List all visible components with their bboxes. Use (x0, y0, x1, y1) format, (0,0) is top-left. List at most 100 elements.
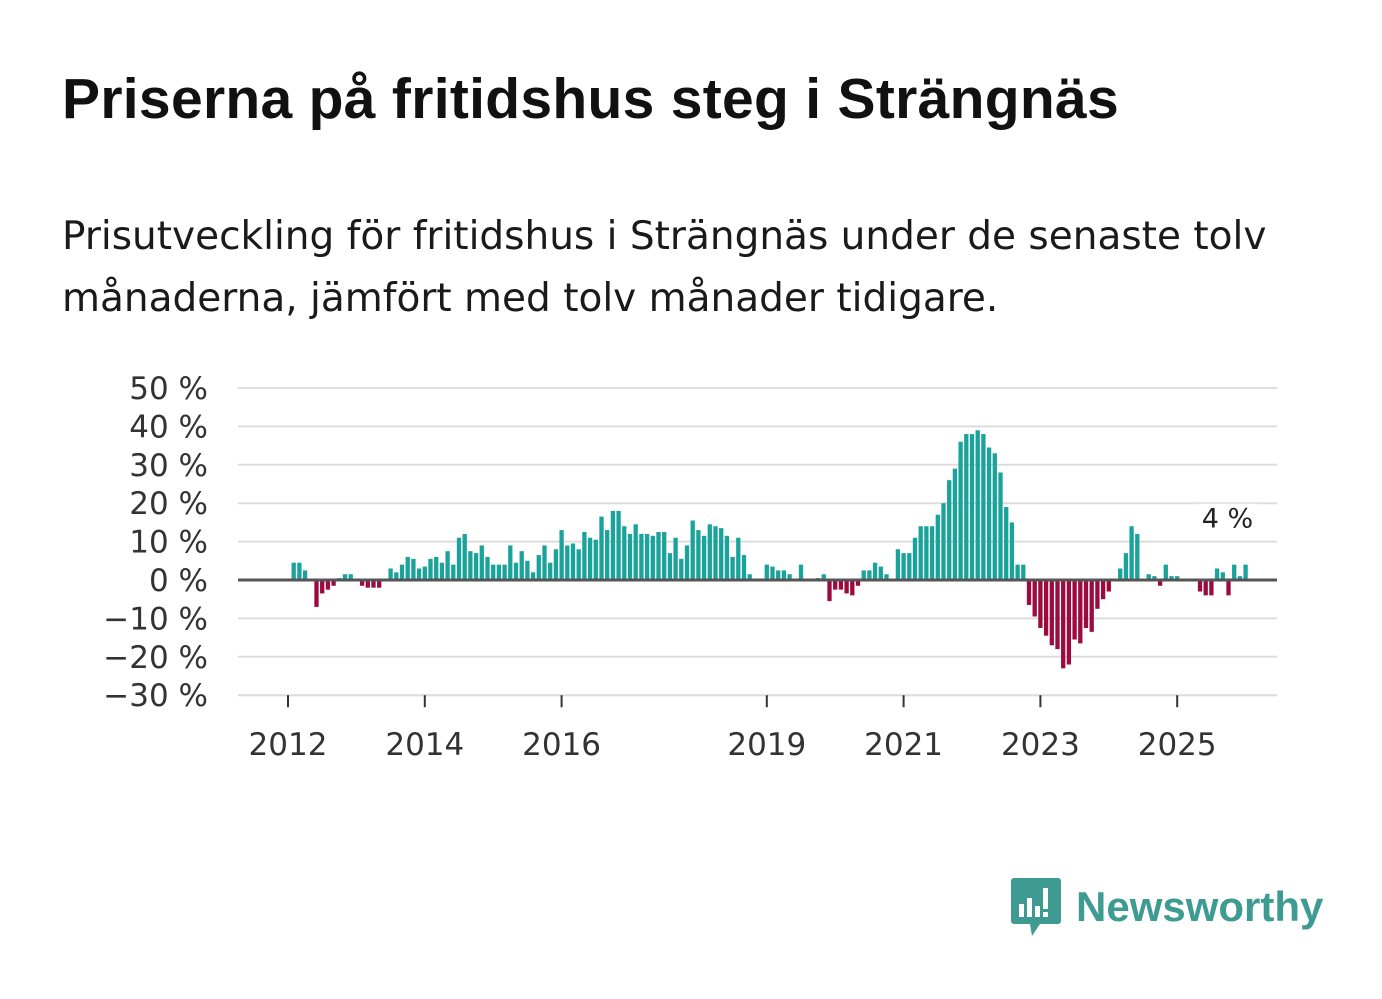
bar (639, 533, 644, 580)
bar (1078, 580, 1083, 644)
bar (348, 574, 353, 580)
bar (924, 526, 929, 580)
bar (1021, 564, 1026, 580)
bar (365, 580, 370, 588)
bar (679, 558, 684, 580)
bar (907, 553, 912, 580)
y-axis-ticks: 50 %40 %30 %20 %10 %0 %−10 %−20 %−30 % (103, 371, 208, 714)
y-tick-label: 50 % (129, 371, 208, 407)
bar (981, 434, 986, 580)
bar (1129, 526, 1134, 580)
bar (485, 556, 490, 580)
bar (650, 535, 655, 580)
chart-title: Priserna på fritidshus steg i Strängnäs (62, 67, 1119, 131)
bar (599, 516, 604, 580)
bar (291, 562, 296, 580)
bar (331, 580, 336, 586)
bar (1175, 576, 1180, 580)
bar (941, 503, 946, 580)
bar (724, 535, 730, 580)
x-tick-label: 2023 (1001, 727, 1080, 763)
bar (530, 572, 536, 580)
gridlines (238, 387, 1277, 697)
bar (451, 564, 456, 580)
bar (582, 532, 587, 580)
bar (1214, 568, 1220, 580)
y-tick-label: 10 % (129, 525, 208, 561)
bar (975, 430, 980, 580)
bar (399, 564, 405, 580)
x-tick-label: 2014 (385, 727, 464, 763)
bar (1072, 580, 1077, 640)
bar (1123, 553, 1129, 580)
bar (838, 580, 844, 590)
y-tick-label: 40 % (129, 409, 208, 445)
bar (986, 447, 992, 580)
bar (434, 556, 439, 580)
bar (821, 574, 826, 580)
bar (764, 564, 769, 580)
bar (496, 564, 502, 580)
bar (593, 539, 598, 580)
bar (405, 556, 410, 580)
bar (992, 453, 997, 580)
bar (770, 566, 775, 580)
bar (565, 545, 570, 580)
bar (1220, 572, 1225, 580)
bar (1038, 580, 1043, 628)
bar (297, 562, 302, 580)
x-tick-label: 2025 (1138, 727, 1217, 763)
bar (1135, 533, 1140, 580)
bar (1118, 568, 1123, 580)
bar (479, 545, 484, 580)
bar (696, 530, 701, 580)
bar (884, 574, 889, 580)
bar (473, 553, 479, 580)
axes (238, 578, 1277, 697)
bar (701, 535, 707, 580)
bar (542, 545, 547, 580)
bar (833, 580, 838, 590)
bar (1032, 580, 1037, 617)
newsworthy-logo-text: Newsworthy (1076, 883, 1324, 930)
bar (513, 562, 519, 580)
bar (325, 580, 331, 590)
bar (690, 520, 695, 580)
bar (622, 526, 627, 580)
y-tick-label: 0 % (149, 563, 208, 599)
bar (456, 537, 462, 580)
bar (377, 580, 382, 588)
y-tick-label: 20 % (129, 486, 208, 522)
bar (616, 510, 621, 580)
bar (468, 551, 473, 580)
bar (872, 562, 878, 580)
bar-series (291, 430, 1248, 669)
bar (719, 528, 724, 580)
bar (736, 537, 741, 580)
bar (707, 524, 712, 580)
bar (1226, 580, 1231, 596)
bar (964, 434, 969, 580)
bar (462, 533, 467, 580)
bar (1061, 580, 1066, 669)
bar (1095, 580, 1100, 609)
bar (1197, 580, 1203, 592)
x-axis-ticks: 2012 2014 2016 2019 2021 2023 2025 (249, 695, 1217, 763)
bar (1169, 576, 1174, 580)
y-tick-label: −30 % (103, 678, 208, 714)
bar (867, 570, 872, 580)
bar (1015, 564, 1020, 580)
bar (861, 570, 866, 580)
x-tick-label: 2012 (249, 727, 328, 763)
bar (776, 570, 781, 580)
bar (1026, 580, 1032, 605)
bar (844, 580, 849, 594)
bar (633, 524, 638, 580)
bar (787, 574, 792, 580)
bar (342, 574, 348, 580)
bar (570, 543, 576, 580)
bar (918, 526, 923, 580)
bar (878, 566, 883, 580)
bar (947, 480, 952, 580)
bar (302, 570, 308, 580)
